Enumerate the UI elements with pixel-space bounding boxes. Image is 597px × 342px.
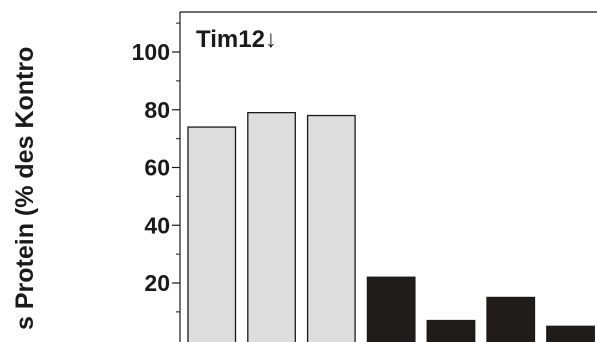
bar bbox=[247, 111, 296, 342]
bar bbox=[546, 325, 595, 342]
bar bbox=[426, 319, 476, 342]
y-tick-label: 20 bbox=[144, 270, 170, 296]
bar bbox=[366, 276, 416, 342]
bar bbox=[486, 296, 536, 342]
bar bbox=[306, 114, 356, 342]
y-tick-label: 60 bbox=[144, 155, 170, 181]
y-axis-label: s Protein (% des Kontro bbox=[11, 47, 39, 330]
y-tick-label: 40 bbox=[144, 212, 170, 238]
tim12-annotation: Tim12↓ bbox=[196, 26, 277, 53]
y-axis: 20 40 60 80 100 bbox=[132, 11, 597, 342]
bars bbox=[187, 111, 595, 342]
y-axis-title: s Protein (% des Kontro bbox=[11, 47, 39, 330]
y-tick-label: 80 bbox=[144, 97, 170, 123]
bar bbox=[187, 126, 237, 342]
y-tick-label: 100 bbox=[132, 39, 170, 65]
